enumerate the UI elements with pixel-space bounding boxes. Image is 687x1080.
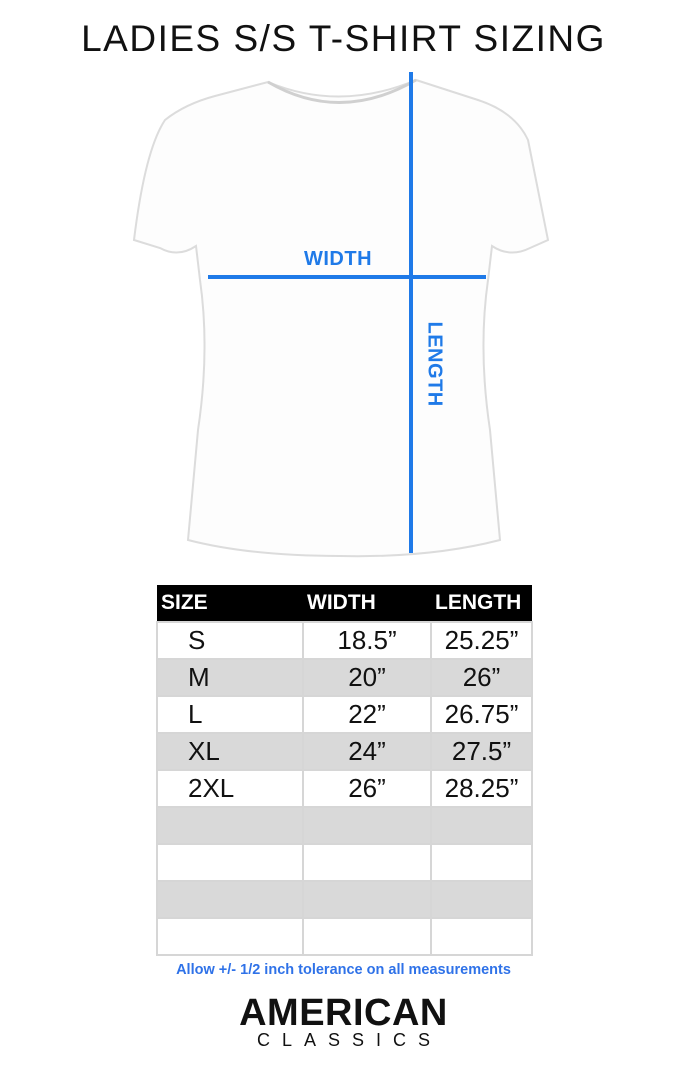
tshirt-outline — [132, 78, 550, 558]
table-row — [156, 880, 533, 919]
width-cell — [302, 843, 432, 882]
header-width: WIDTH — [303, 585, 431, 622]
brand-logo-line1: AMERICAN — [239, 992, 448, 1034]
length-cell: 28.25” — [430, 769, 533, 808]
length-cell: 27.5” — [430, 732, 533, 771]
table-row — [156, 806, 533, 845]
width-cell: 18.5” — [302, 621, 432, 660]
size-table: SIZE WIDTH LENGTH S 18.5” 25.25” M 20” 26” L 22… — [156, 585, 533, 956]
size-cell: M — [156, 658, 304, 697]
table-row: L 22” 26.75” — [156, 695, 533, 734]
tolerance-note: Allow +/- 1/2 inch tolerance on all meas… — [176, 962, 511, 978]
tshirt-diagram — [132, 72, 550, 558]
table-row: 2XL 26” 28.25” — [156, 769, 533, 808]
width-label: WIDTH — [304, 248, 373, 270]
size-cell — [156, 917, 304, 956]
table-row — [156, 917, 533, 956]
brand-logo-line2: CLASSICS — [256, 1030, 443, 1050]
length-cell: 25.25” — [430, 621, 533, 660]
table-header: SIZE WIDTH LENGTH — [157, 585, 532, 622]
header-length: LENGTH — [431, 585, 532, 622]
header-size: SIZE — [157, 585, 303, 622]
size-cell: 2XL — [156, 769, 304, 808]
width-cell: 24” — [302, 732, 432, 771]
page-title: LADIES S/S T-SHIRT SIZING — [81, 18, 606, 59]
width-cell: 20” — [302, 658, 432, 697]
table-row: S 18.5” 25.25” — [156, 621, 533, 660]
table-row: M 20” 26” — [156, 658, 533, 697]
width-cell: 26” — [302, 769, 432, 808]
width-cell: 22” — [302, 695, 432, 734]
length-cell — [430, 880, 533, 919]
size-cell — [156, 806, 304, 845]
width-cell — [302, 917, 432, 956]
size-cell — [156, 880, 304, 919]
length-label: LENGTH — [423, 321, 446, 407]
length-cell — [430, 806, 533, 845]
length-cell — [430, 917, 533, 956]
width-cell — [302, 806, 432, 845]
table-row — [156, 843, 533, 882]
size-cell: XL — [156, 732, 304, 771]
size-cell: L — [156, 695, 304, 734]
length-cell — [430, 843, 533, 882]
table-row: XL 24” 27.5” — [156, 732, 533, 771]
size-cell — [156, 843, 304, 882]
length-cell: 26.75” — [430, 695, 533, 734]
tshirt-collar — [267, 78, 417, 104]
size-cell: S — [156, 621, 304, 660]
length-cell: 26” — [430, 658, 533, 697]
width-cell — [302, 880, 432, 919]
